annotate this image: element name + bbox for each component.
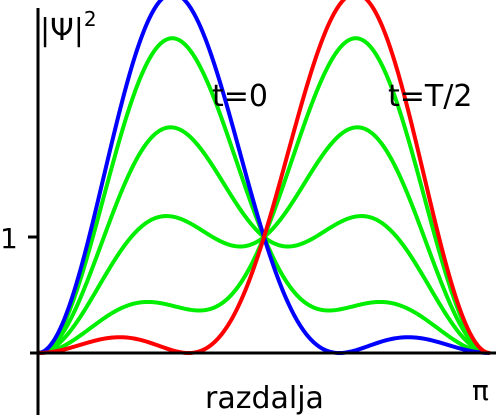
- x-axis-label: razdalja: [205, 381, 324, 416]
- y-axis-label: |Ψ|2: [40, 7, 97, 48]
- curve-tT2: [37, 0, 491, 355]
- x-tick-label-pi: π: [472, 374, 489, 407]
- annotation-t0: t=0: [212, 79, 268, 114]
- y-tick-label-1: 1: [0, 222, 18, 255]
- annotation-tT2: t=T/2: [388, 79, 472, 114]
- curves-group: [37, 0, 491, 355]
- y-axis-label-base: |Ψ|: [40, 13, 84, 48]
- y-axis-label-exponent: 2: [84, 7, 97, 31]
